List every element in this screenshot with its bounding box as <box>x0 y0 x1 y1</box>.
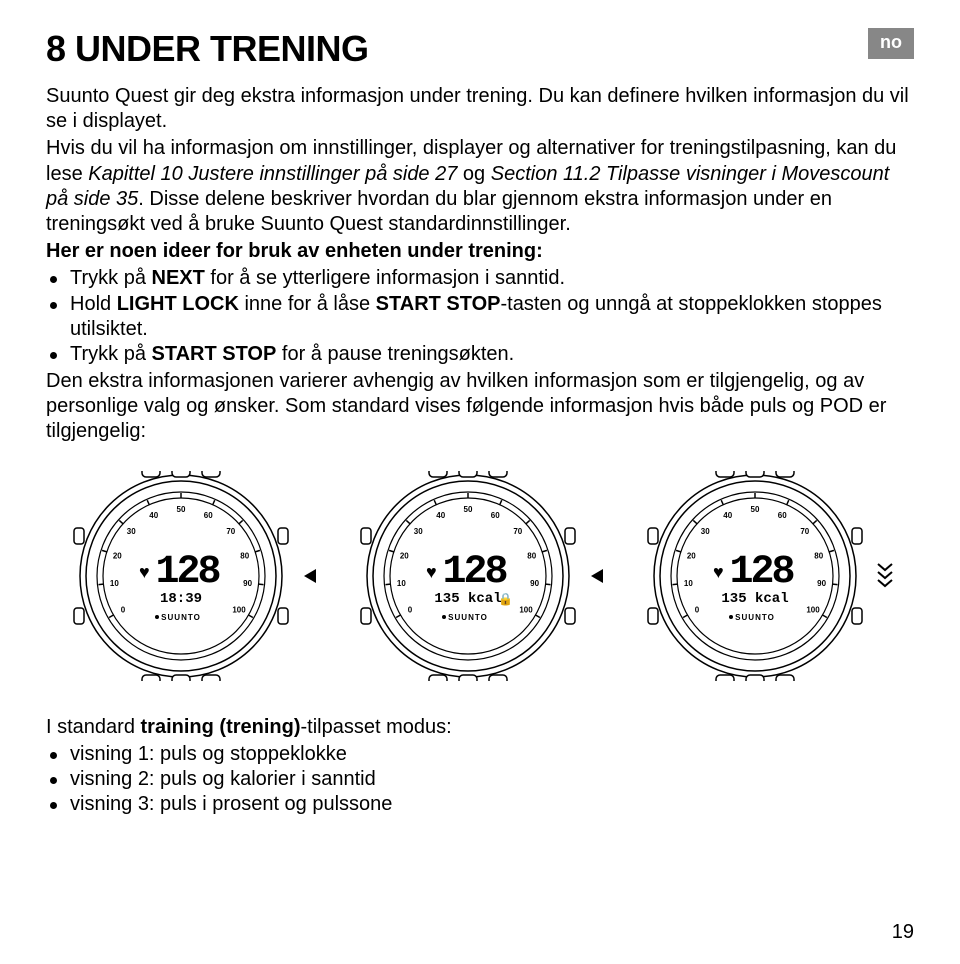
watch-illustration-3: 0 10 20 30 40 50 60 70 80 90 100 ♥128135 kcal SUUNTO <box>640 471 894 681</box>
svg-text:135 kcal: 135 kcal <box>721 591 788 607</box>
svg-text:80: 80 <box>240 551 249 560</box>
svg-text:90: 90 <box>530 579 539 588</box>
list-item: Trykk på START STOP for å pause trenings… <box>46 342 914 367</box>
button-name-startstop: START STOP <box>376 293 501 315</box>
text-span: Hold <box>70 293 117 315</box>
bold-text: Her er noen ideer for bruk av enheten un… <box>46 240 543 262</box>
svg-text:128: 128 <box>442 550 506 595</box>
ideas-heading: Her er noen ideer for bruk av enheten un… <box>46 239 914 264</box>
svg-text:40: 40 <box>436 510 445 519</box>
svg-text:♥: ♥ <box>426 562 437 582</box>
button-name-next: NEXT <box>152 267 205 289</box>
text-span: -tilpasset modus: <box>301 716 452 738</box>
svg-text:SUUNTO: SUUNTO <box>448 613 488 622</box>
svg-text:50: 50 <box>751 505 760 514</box>
svg-text:100: 100 <box>519 605 533 614</box>
triangle-left-icon <box>589 567 607 585</box>
text-span: Trykk på <box>70 343 152 365</box>
triangle-left-icon <box>302 567 320 585</box>
list-item: visning 1: puls og stoppeklokke <box>46 742 914 767</box>
svg-text:50: 50 <box>177 505 186 514</box>
svg-text:40: 40 <box>723 510 732 519</box>
svg-text:60: 60 <box>778 510 787 519</box>
svg-text:70: 70 <box>513 527 522 536</box>
svg-text:40: 40 <box>149 510 158 519</box>
svg-text:🔒: 🔒 <box>498 592 513 606</box>
svg-text:128: 128 <box>729 550 793 595</box>
svg-text:10: 10 <box>684 579 693 588</box>
svg-text:50: 50 <box>464 505 473 514</box>
watch-face-icon: 0 10 20 30 40 50 60 70 80 90 100 ♥128135 kcal🔒 SUUNT… <box>353 471 583 681</box>
svg-text:♥: ♥ <box>139 562 150 582</box>
mode-name: training (trening) <box>141 716 301 738</box>
svg-text:135 kcal: 135 kcal <box>434 591 501 607</box>
button-name-startstop: START STOP <box>152 343 277 365</box>
svg-text:128: 128 <box>155 550 219 595</box>
language-badge: no <box>868 28 914 59</box>
views-list: visning 1: puls og stoppeklokke visning … <box>46 742 914 818</box>
svg-text:10: 10 <box>110 579 119 588</box>
explanation-paragraph: Den ekstra informasjonen varierer avheng… <box>46 369 914 445</box>
chapter-link-1: Kapittel 10 Justere innstillinger på sid… <box>88 163 457 185</box>
page-number: 19 <box>892 921 914 944</box>
svg-text:70: 70 <box>800 527 809 536</box>
list-item: Hold LIGHT LOCK inne for å låse START ST… <box>46 292 914 342</box>
watch-illustration-2: 0 10 20 30 40 50 60 70 80 90 100 ♥128135 kcal🔒 SUUNT… <box>353 471 607 681</box>
svg-text:30: 30 <box>414 527 423 536</box>
page-title: 8 UNDER TRENING <box>46 28 369 70</box>
svg-text:SUUNTO: SUUNTO <box>161 613 201 622</box>
svg-text:20: 20 <box>687 551 696 560</box>
svg-text:0: 0 <box>695 605 700 614</box>
svg-text:30: 30 <box>127 527 136 536</box>
svg-text:90: 90 <box>817 579 826 588</box>
text-span: for å se ytterligere informasjon i sannt… <box>205 267 565 289</box>
ideas-list: Trykk på NEXT for å se ytterligere infor… <box>46 266 914 367</box>
svg-text:90: 90 <box>243 579 252 588</box>
svg-text:SUUNTO: SUUNTO <box>735 613 775 622</box>
svg-text:80: 80 <box>527 551 536 560</box>
svg-text:60: 60 <box>204 510 213 519</box>
list-item: Trykk på NEXT for å se ytterligere infor… <box>46 266 914 291</box>
text-span: inne for å låse <box>239 293 376 315</box>
standard-mode-heading: I standard training (trening)-tilpasset … <box>46 715 914 740</box>
intro-paragraph: Suunto Quest gir deg ekstra informasjon … <box>46 84 914 134</box>
svg-text:0: 0 <box>121 605 126 614</box>
svg-text:20: 20 <box>113 551 122 560</box>
text-span: og <box>457 163 490 185</box>
list-item: visning 2: puls og kalorier i sanntid <box>46 767 914 792</box>
svg-text:60: 60 <box>491 510 500 519</box>
button-name-lightlock: LIGHT LOCK <box>117 293 239 315</box>
intro-paragraph-2: Hvis du vil ha informasjon om innstillin… <box>46 136 914 237</box>
text-span: . Disse delene beskriver hvordan du blar… <box>46 188 832 235</box>
svg-text:♥: ♥ <box>713 562 724 582</box>
text-span: I standard <box>46 716 141 738</box>
watch-illustrations-row: 0102030405060708090100♥12818:39SUUNTO 01… <box>46 471 914 681</box>
svg-text:30: 30 <box>701 527 710 536</box>
list-item: visning 3: puls i prosent og pulssone <box>46 792 914 817</box>
watch-illustration-1: 0 10 20 30 40 50 60 70 80 90 100 ♥12818:39 SUUNTO <box>66 471 320 681</box>
text-span: for å pause treningsøkten. <box>276 343 514 365</box>
svg-text:70: 70 <box>226 527 235 536</box>
svg-text:0: 0 <box>408 605 413 614</box>
svg-text:18:39: 18:39 <box>160 591 202 607</box>
svg-text:10: 10 <box>397 579 406 588</box>
svg-text:20: 20 <box>400 551 409 560</box>
svg-text:100: 100 <box>806 605 820 614</box>
watch-face-icon: 0 10 20 30 40 50 60 70 80 90 100 ♥128135 kcal SUUNTO <box>640 471 870 681</box>
svg-text:80: 80 <box>814 551 823 560</box>
watch-face-icon: 0 10 20 30 40 50 60 70 80 90 100 ♥12818:39 SUUNTO <box>66 471 296 681</box>
svg-text:100: 100 <box>232 605 246 614</box>
chevrons-down-icon <box>876 562 894 590</box>
text-span: Trykk på <box>70 267 152 289</box>
